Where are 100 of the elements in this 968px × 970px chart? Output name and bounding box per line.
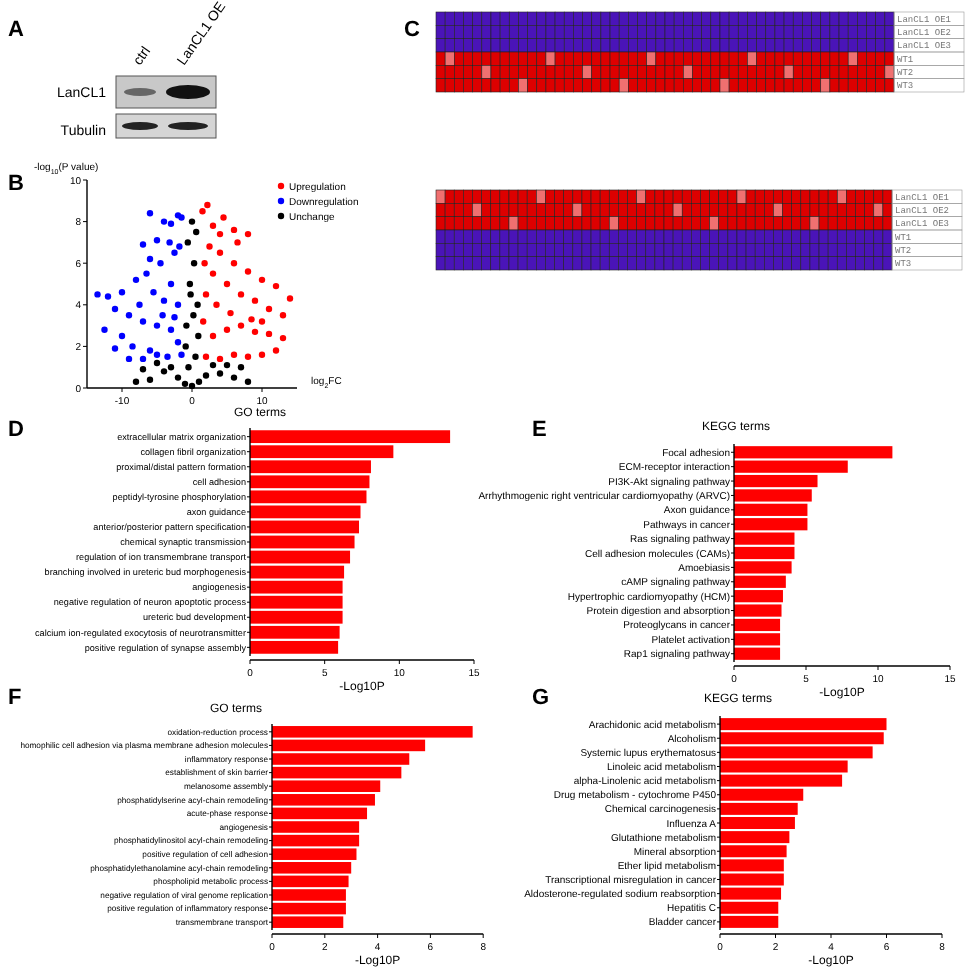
point — [153, 359, 161, 367]
point — [230, 351, 238, 358]
point — [174, 301, 182, 308]
point — [244, 353, 252, 360]
point — [183, 322, 190, 329]
point — [194, 301, 201, 308]
point — [178, 351, 185, 358]
text: G — [532, 686, 550, 710]
point — [279, 312, 287, 319]
point — [167, 220, 175, 227]
point — [143, 270, 150, 277]
point — [272, 282, 280, 290]
point — [150, 289, 157, 296]
point — [159, 312, 166, 319]
point — [167, 364, 175, 371]
point — [202, 353, 210, 360]
point — [202, 291, 210, 298]
point — [125, 355, 133, 363]
point — [237, 364, 245, 371]
point — [251, 297, 259, 304]
point — [188, 218, 196, 225]
point — [146, 210, 154, 217]
point — [200, 318, 207, 325]
point — [258, 351, 266, 358]
point — [220, 214, 227, 221]
point — [216, 249, 224, 256]
point — [171, 314, 178, 321]
point — [216, 355, 224, 363]
point — [237, 322, 245, 329]
point — [248, 316, 255, 323]
text: C — [404, 18, 420, 42]
point — [195, 378, 203, 385]
point — [213, 301, 220, 308]
point — [153, 351, 161, 358]
point — [192, 353, 199, 360]
point — [190, 312, 197, 319]
point — [167, 326, 175, 333]
point — [182, 343, 189, 350]
point — [111, 345, 119, 352]
point — [153, 237, 161, 244]
point — [258, 318, 266, 325]
point — [187, 291, 194, 298]
point — [209, 361, 217, 369]
point — [174, 339, 182, 346]
point — [132, 276, 140, 284]
point — [227, 309, 234, 317]
point — [125, 312, 133, 319]
point — [132, 378, 140, 385]
point — [174, 374, 182, 381]
point — [157, 260, 164, 267]
point — [176, 243, 183, 250]
point — [209, 222, 217, 229]
point — [190, 260, 198, 267]
point — [104, 293, 112, 300]
point — [265, 305, 273, 313]
point — [286, 295, 294, 302]
point — [195, 332, 202, 340]
point — [146, 255, 154, 263]
point — [244, 268, 252, 275]
point — [209, 270, 217, 277]
point — [185, 364, 192, 371]
point — [166, 239, 173, 246]
point — [139, 318, 147, 325]
point — [279, 334, 287, 342]
point — [202, 372, 210, 379]
point — [171, 249, 178, 256]
point — [111, 305, 119, 313]
text: B — [8, 172, 24, 196]
point — [139, 355, 147, 363]
point — [244, 378, 252, 385]
point — [118, 332, 126, 340]
point — [206, 243, 213, 250]
point — [272, 347, 280, 354]
point — [160, 297, 168, 304]
point — [209, 332, 217, 340]
point — [204, 201, 211, 209]
point — [251, 328, 259, 336]
point — [101, 326, 108, 333]
point — [265, 330, 273, 338]
point — [146, 376, 154, 383]
text: D — [8, 418, 24, 442]
point — [201, 260, 208, 267]
point — [216, 370, 224, 377]
point — [94, 291, 101, 298]
point — [223, 361, 231, 369]
point — [139, 366, 147, 373]
text: F — [8, 686, 22, 710]
point — [234, 239, 241, 246]
text: A — [8, 18, 24, 42]
point — [223, 280, 231, 288]
point — [160, 218, 168, 225]
point — [160, 368, 168, 375]
point — [258, 276, 266, 284]
point — [237, 291, 245, 298]
point — [136, 301, 143, 308]
point — [230, 226, 238, 234]
point — [230, 374, 238, 381]
point — [230, 260, 238, 267]
point — [146, 347, 154, 354]
point — [184, 239, 191, 246]
